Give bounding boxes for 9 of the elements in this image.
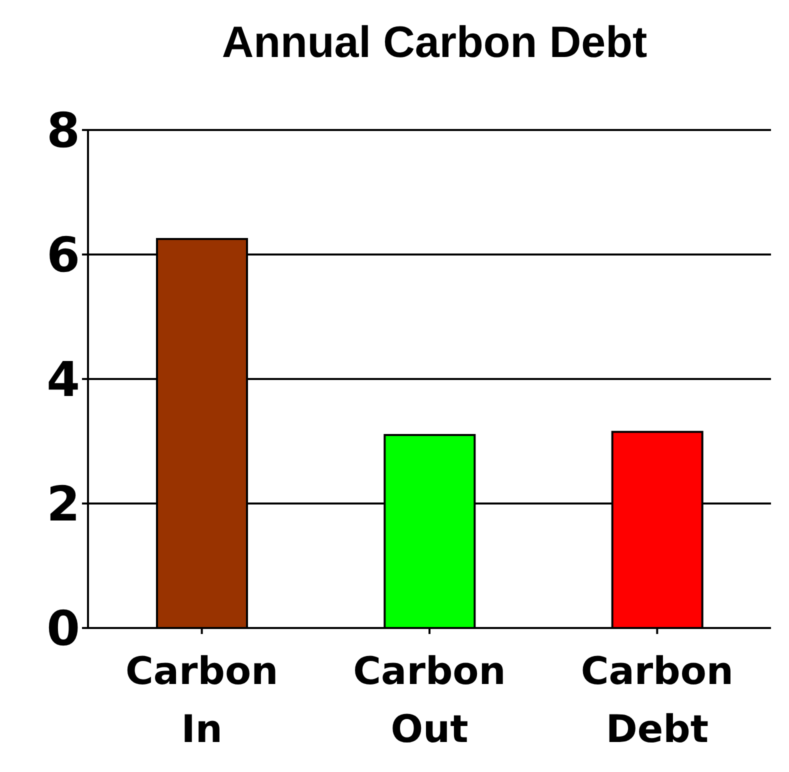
y-tick-label: 6 xyxy=(46,228,80,284)
x-tick-label: Carbon In xyxy=(126,649,278,751)
y-tick-label: 4 xyxy=(46,352,80,408)
y-tick-label: 2 xyxy=(46,476,80,533)
x-tick-label: Carbon Out xyxy=(353,649,506,751)
x-tick-label: Carbon Debt xyxy=(580,649,734,751)
y-tick-label: 8 xyxy=(46,103,80,160)
chart-title: Annual Carbon Debt xyxy=(222,18,648,67)
y-tick-label: 0 xyxy=(46,601,80,658)
